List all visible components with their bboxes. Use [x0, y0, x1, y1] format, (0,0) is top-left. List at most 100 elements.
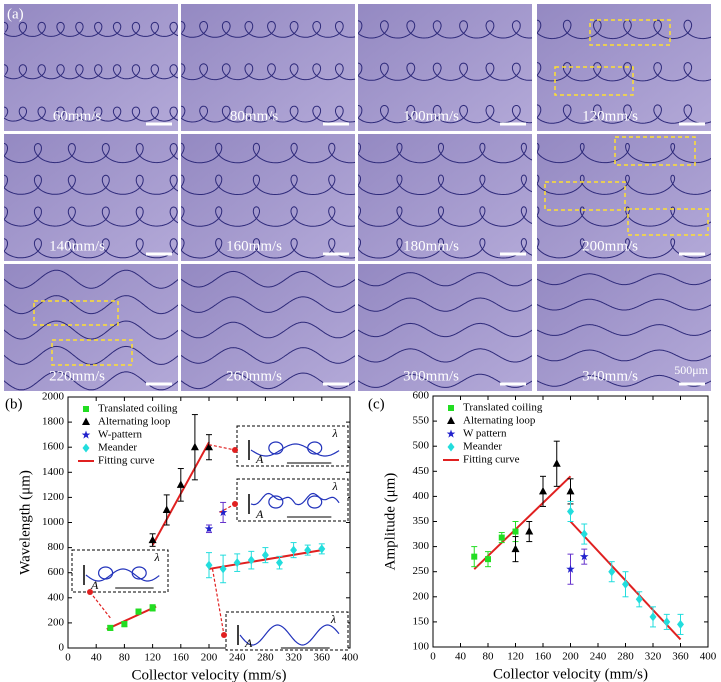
y-tick-label: 1000	[42, 516, 65, 528]
x-tick-label: 360	[672, 651, 689, 663]
x-axis-label: Collector velocity (mm/s)	[493, 666, 648, 682]
fiber	[537, 142, 711, 164]
inset-wave	[250, 443, 340, 457]
x-tick-label: 200	[562, 651, 579, 663]
scale-bar-label: 500μm	[674, 363, 708, 377]
y-axis-label: Wavelength (μm)	[17, 470, 33, 575]
velocity-label: 160mm/s	[226, 238, 282, 254]
fiber	[181, 142, 355, 164]
fiber	[181, 372, 355, 390]
fiber	[4, 371, 178, 391]
inset-symbol: A	[244, 636, 253, 650]
fiber	[537, 174, 711, 195]
marker	[149, 604, 156, 611]
y-tick-label: 1400	[42, 466, 65, 478]
fiber	[181, 296, 355, 313]
fiber-traces	[358, 272, 532, 388]
y-tick-label: 0	[59, 642, 65, 654]
x-tick-label: 0	[430, 651, 436, 663]
marker	[148, 535, 157, 544]
inset-loop	[268, 441, 284, 455]
fit-line	[106, 605, 157, 631]
velocity-label: 340mm/s	[582, 368, 638, 384]
legend-label: W pattern	[463, 428, 507, 440]
marker	[580, 529, 588, 539]
inset-box	[71, 549, 169, 593]
fiber	[358, 238, 532, 259]
inset-symbol: A	[255, 507, 264, 521]
inset-symbol: λ	[331, 479, 337, 493]
y-tick-label: 500	[413, 440, 430, 452]
fiber	[537, 374, 711, 387]
fiber	[4, 174, 178, 195]
marker	[218, 507, 228, 517]
marker	[247, 555, 255, 565]
y-tick-label: 550	[413, 415, 430, 427]
fiber-traces	[181, 142, 355, 259]
y-tick-label: 400	[413, 490, 430, 502]
pointer-arrow	[208, 444, 236, 451]
fiber	[4, 345, 178, 365]
marker	[276, 558, 283, 568]
fiber	[4, 269, 178, 289]
marker	[176, 480, 185, 488]
fiber	[4, 320, 178, 340]
x-tick-label: 120	[144, 652, 161, 664]
marker	[485, 556, 491, 563]
micrograph-tile: 100mm/s	[358, 4, 532, 131]
y-tick-label: 1600	[42, 441, 65, 453]
marker	[608, 567, 616, 577]
fiber	[358, 174, 532, 196]
highlight-box	[614, 136, 696, 166]
pointer-arrow	[219, 503, 236, 513]
legend-label: Alternating loop	[98, 416, 171, 428]
fiber	[181, 174, 355, 196]
fiber-traces	[358, 20, 532, 124]
micrograph-tile: 140mm/s	[4, 134, 178, 261]
marker	[261, 550, 269, 560]
inset-symbol: A	[90, 578, 99, 592]
fiber	[181, 238, 355, 259]
fiber	[358, 322, 532, 338]
inset-loop	[268, 495, 284, 509]
tile-background	[358, 264, 532, 391]
pointer-arrow	[211, 568, 225, 636]
marker	[566, 486, 575, 495]
x-tick-label: 360	[314, 652, 331, 664]
marker	[677, 619, 684, 629]
highlight-box	[589, 19, 671, 46]
velocity-label: 60mm/s	[53, 108, 102, 124]
micrograph-tile: 300mm/s	[358, 264, 532, 391]
x-tick-label: 320	[645, 651, 662, 663]
tile-background	[537, 264, 711, 391]
tile-background	[537, 134, 711, 261]
y-axis-label: Amplitude (μm)	[382, 473, 398, 571]
y-tick-label: 2000	[42, 391, 65, 403]
legend-label: Fitting curve	[463, 454, 520, 466]
fiber	[358, 20, 532, 39]
marker	[511, 544, 520, 553]
marker	[318, 544, 326, 554]
inset-symbol: λ	[154, 550, 160, 564]
velocity-label: 140mm/s	[49, 238, 105, 254]
legend-marker	[448, 405, 454, 411]
highlight-box	[51, 339, 133, 366]
velocity-label: 80mm/s	[230, 108, 279, 124]
inset-loop	[307, 441, 323, 455]
velocity-label: 260mm/s	[226, 368, 282, 384]
y-tick-label: 600	[48, 566, 65, 578]
x-tick-label: 400	[342, 652, 359, 664]
fiber	[181, 206, 355, 227]
inset-wave	[250, 492, 340, 506]
tile-background	[181, 264, 355, 391]
y-tick-label: 400	[48, 591, 65, 603]
pointer-head	[221, 632, 227, 638]
velocity-label: 120mm/s	[582, 108, 638, 124]
legend-label: Alternating loop	[463, 415, 536, 427]
marker	[649, 612, 657, 622]
highlight-box	[627, 208, 709, 236]
x-tick-label: 280	[617, 651, 634, 663]
fiber	[537, 324, 711, 336]
x-tick-label: 280	[257, 652, 274, 664]
